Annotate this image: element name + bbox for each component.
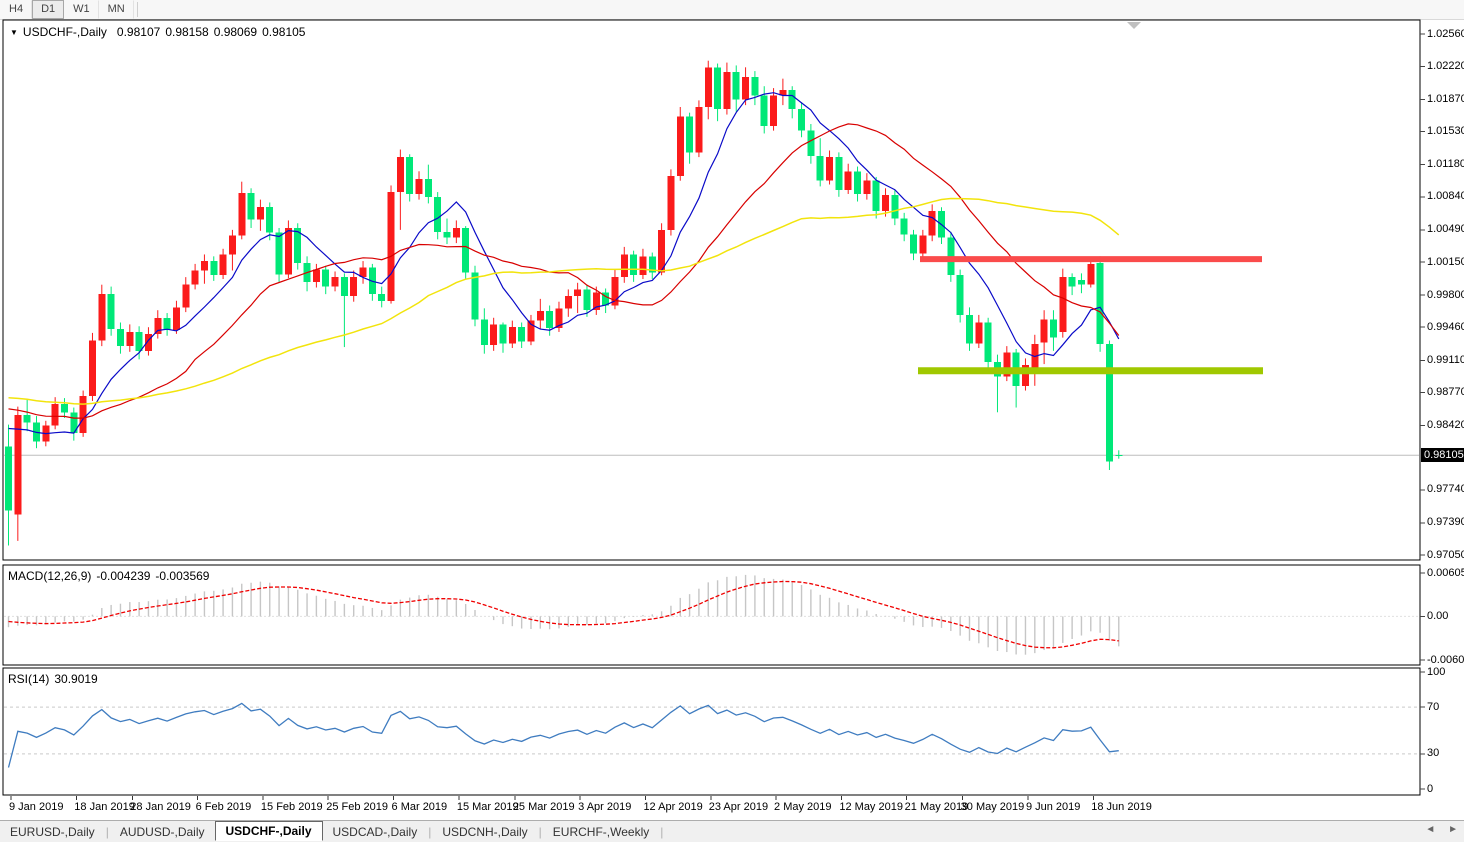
tab-scroll-arrows: ◄ ► xyxy=(1415,824,1458,835)
tab-usdchf-daily[interactable]: USDCHF-,Daily xyxy=(214,821,323,841)
scroll-left-icon[interactable]: ◄ xyxy=(1425,824,1436,835)
price-axis-label: 1.00150 xyxy=(1427,255,1464,268)
time-axis-label: 12 Apr 2019 xyxy=(643,801,703,813)
timeframe-button-mn[interactable]: MN xyxy=(99,0,134,19)
time-axis-label: 9 Jan 2019 xyxy=(9,801,64,813)
time-axis-label: 9 Jun 2019 xyxy=(1025,801,1081,813)
price-axis-label: 0.99110 xyxy=(1427,353,1464,366)
toolbar-separator xyxy=(136,2,138,17)
tab-separator: | xyxy=(105,825,109,839)
price-axis-label: 0.98770 xyxy=(1427,385,1464,398)
time-axis-label: 18 Jan 2019 xyxy=(74,801,135,813)
ohlc-low: 0.98069 xyxy=(213,25,258,39)
scroll-right-icon[interactable]: ► xyxy=(1448,824,1458,835)
tab-usdcad-daily[interactable]: USDCAD-,Daily xyxy=(332,825,418,839)
time-axis-label: 18 Jun 2019 xyxy=(1091,801,1152,813)
price-axis-label: 0.97390 xyxy=(1427,516,1464,529)
price-axis-label: 1.01870 xyxy=(1427,92,1464,105)
ohlc-high: 0.98158 xyxy=(165,25,209,39)
rsi-axis-label: 70 xyxy=(1427,700,1440,713)
tab-eurusd-daily[interactable]: EURUSD-,Daily xyxy=(10,825,95,839)
time-axis-label: 23 Apr 2019 xyxy=(708,801,769,813)
time-axis-label: 21 May 2019 xyxy=(904,801,969,813)
macd-signal-value: -0.003569 xyxy=(155,569,210,583)
candles-group xyxy=(5,60,1123,546)
tab-audusd-daily[interactable]: AUDUSD-,Daily xyxy=(119,825,205,839)
rsi-axis-label: 100 xyxy=(1427,665,1446,678)
rsi-axis-label: 0 xyxy=(1427,782,1434,795)
price-axis-label: 1.02220 xyxy=(1427,59,1464,72)
tab-eurchf-weekly[interactable]: EURCHF-,Weekly xyxy=(552,825,650,839)
time-axis-label: 3 Apr 2019 xyxy=(578,801,632,813)
price-axis-label: 1.00840 xyxy=(1427,190,1464,203)
price-axis-label: 1.01180 xyxy=(1427,158,1464,171)
rsi-line xyxy=(7,702,1119,768)
macd-name: MACD(12,26,9) xyxy=(8,569,92,583)
time-axis-label: 28 Jan 2019 xyxy=(130,801,191,813)
rsi-name: RSI(14) xyxy=(8,672,50,686)
price-axis-label: 0.97740 xyxy=(1427,483,1464,496)
time-axis-label: 6 Feb 2019 xyxy=(195,801,252,813)
macd-panel xyxy=(2,564,1421,666)
price-axis-label: 0.99800 xyxy=(1427,288,1464,301)
rsi-value: 30.9019 xyxy=(54,672,98,686)
macd-signal-line xyxy=(8,580,1119,649)
time-axis-label: 30 May 2019 xyxy=(960,801,1025,813)
ma-line-20 xyxy=(8,123,1120,419)
tab-separator: | xyxy=(538,825,542,839)
time-axis-label: 15 Feb 2019 xyxy=(260,801,323,813)
chart-tab-bar: EURUSD-,Daily | AUDUSD-,Daily USDCHF-,Daily… xyxy=(0,820,1464,842)
time-axis-label: 25 Feb 2019 xyxy=(326,801,388,813)
time-axis-label: 6 Mar 2019 xyxy=(391,801,448,813)
rsi-axis-label: 30 xyxy=(1427,747,1440,760)
chart-shift-icon xyxy=(1127,22,1141,29)
time-axis-label: 2 May 2019 xyxy=(774,801,832,813)
price-axis-label: 1.00490 xyxy=(1427,223,1464,236)
price-axis-label: 1.02560 xyxy=(1427,27,1464,40)
price-axis-label: 1.01530 xyxy=(1427,125,1464,138)
price-axis-label: 0.98420 xyxy=(1427,419,1464,432)
ohlc-close: 0.98105 xyxy=(262,25,306,39)
time-axis-label: 12 May 2019 xyxy=(839,801,903,813)
timeframe-button-d1[interactable]: D1 xyxy=(32,0,65,19)
rsi-panel xyxy=(2,667,1421,796)
tab-separator: | xyxy=(660,825,664,839)
time-axis-label: 25 Mar 2019 xyxy=(512,801,575,813)
timeframe-button-h4[interactable]: H4 xyxy=(0,0,33,19)
ma-line-8 xyxy=(8,92,1120,435)
ohlc-open: 0.98107 xyxy=(116,25,161,39)
macd-main-value: -0.004239 xyxy=(96,569,151,583)
chart-title: ▼ USDCHF-,Daily 0.98107 0.98158 0.98069 0.981… xyxy=(10,25,310,39)
main-panel xyxy=(2,19,1421,561)
tab-usdcnh-daily[interactable]: USDCNH-,Daily xyxy=(442,825,528,839)
macd-axis-label: 0.00 xyxy=(1427,609,1449,622)
price-axis-label: 0.97050 xyxy=(1427,548,1464,561)
current-price-tag: 0.98105 xyxy=(1421,448,1464,463)
tab-separator: | xyxy=(428,825,432,839)
macd-axis-label: -0.006096 xyxy=(1427,653,1464,666)
time-axis-label: 15 Mar 2019 xyxy=(456,801,519,813)
macd-histogram xyxy=(7,574,1120,655)
macd-axis-label: 0.006058 xyxy=(1427,566,1464,579)
rsi-label: RSI(14) 30.9019 xyxy=(8,672,103,686)
chart-dropdown-icon[interactable]: ▼ xyxy=(10,28,18,37)
ma-line-45 xyxy=(8,197,1120,405)
macd-label: MACD(12,26,9) -0.004239 -0.003569 xyxy=(8,569,214,583)
price-axis-label: 0.99460 xyxy=(1427,320,1464,333)
timeframe-button-w1[interactable]: W1 xyxy=(64,0,99,19)
chart-symbol: USDCHF-,Daily xyxy=(22,25,107,39)
